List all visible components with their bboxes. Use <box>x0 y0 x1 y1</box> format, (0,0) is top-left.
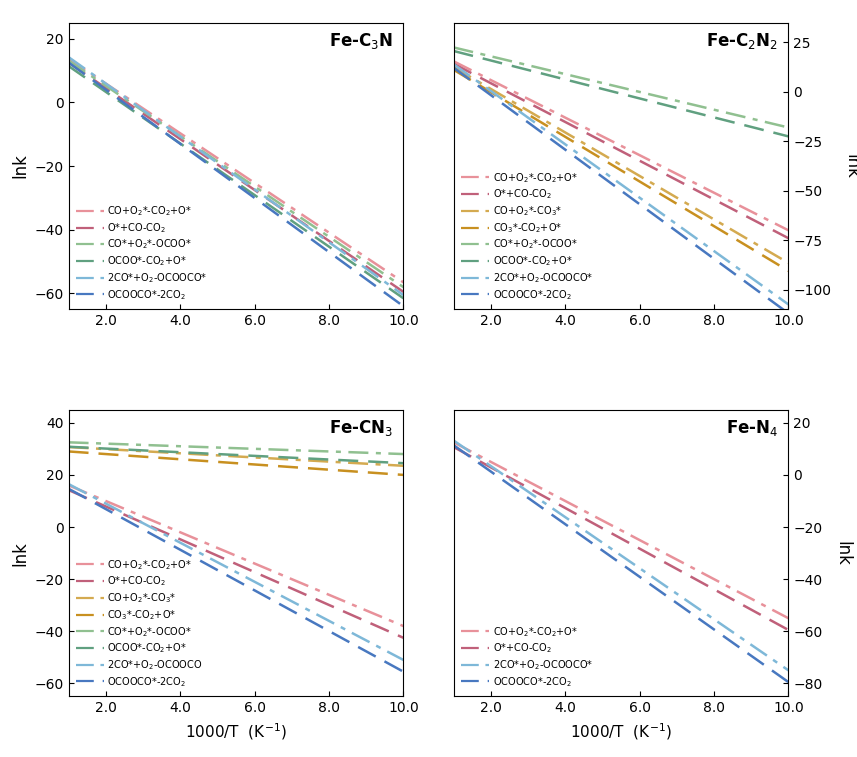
Legend: CO+O$_2$*-CO$_2$+O*, O*+CO-CO$_2$, 2CO*+O$_2$-OCOOCO*, OCOOCO*-2CO$_2$: CO+O$_2$*-CO$_2$+O*, O*+CO-CO$_2$, 2CO*+… <box>458 621 596 692</box>
Y-axis label: lnk: lnk <box>11 540 29 565</box>
X-axis label: 1000/T  (K$^{-1}$): 1000/T (K$^{-1}$) <box>570 721 672 742</box>
Y-axis label: lnk: lnk <box>842 154 857 179</box>
Y-axis label: lnk: lnk <box>11 154 29 179</box>
Legend: CO+O$_2$*-CO$_2$+O*, O*+CO-CO$_2$, CO*+O$_2$*-OCOO*, OCOO*-CO$_2$+O*, 2CO*+O$_2$: CO+O$_2$*-CO$_2$+O*, O*+CO-CO$_2$, CO*+O… <box>74 201 211 304</box>
Text: Fe-CN$_3$: Fe-CN$_3$ <box>329 419 393 438</box>
Legend: CO+O$_2$*-CO$_2$+O*, O*+CO-CO$_2$, CO+O$_2$*-CO$_3$*, CO$_3$*-CO$_2$+O*, CO*+O$_: CO+O$_2$*-CO$_2$+O*, O*+CO-CO$_2$, CO+O$… <box>458 168 596 304</box>
Y-axis label: lnk: lnk <box>834 540 852 565</box>
Text: Fe-C$_3$N: Fe-C$_3$N <box>329 31 393 51</box>
X-axis label: 1000/T  (K$^{-1}$): 1000/T (K$^{-1}$) <box>185 721 287 742</box>
Text: Fe-N$_4$: Fe-N$_4$ <box>726 419 778 438</box>
Text: Fe-C$_2$N$_2$: Fe-C$_2$N$_2$ <box>706 31 778 51</box>
Legend: CO+O$_2$*-CO$_2$+O*, O*+CO-CO$_2$, CO+O$_2$*-CO$_3$*, CO$_3$*-CO$_2$+O*, CO*+O$_: CO+O$_2$*-CO$_2$+O*, O*+CO-CO$_2$, CO+O$… <box>74 555 206 692</box>
